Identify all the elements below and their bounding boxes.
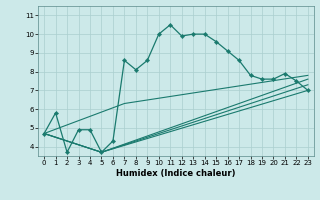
X-axis label: Humidex (Indice chaleur): Humidex (Indice chaleur) [116, 169, 236, 178]
